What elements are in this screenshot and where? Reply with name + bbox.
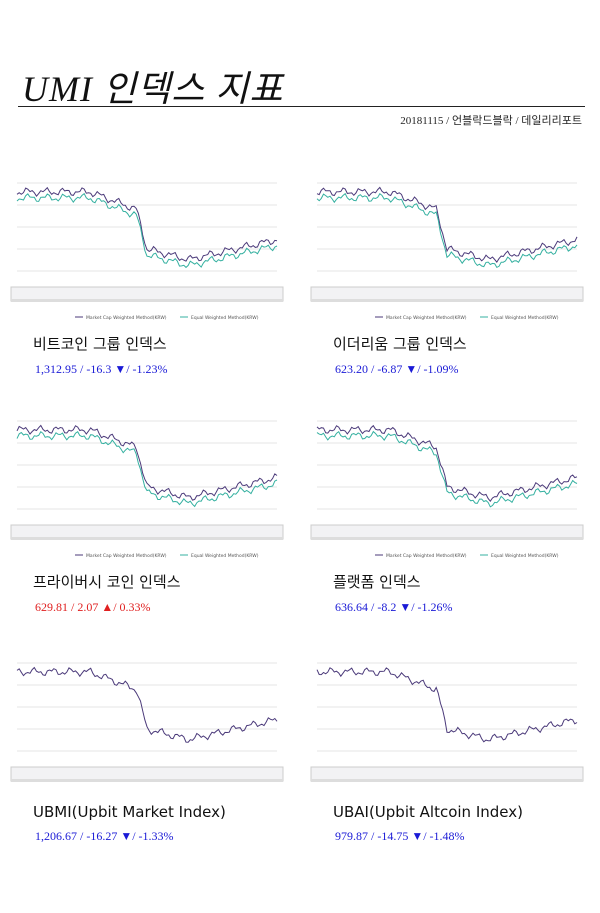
navigator-handle <box>11 299 283 302</box>
mini-chart: Market Cap Weighted Method(KRW) Equal Wei… <box>310 420 584 559</box>
legend-label: Equal Weighted Method(KRW) <box>191 315 259 321</box>
index-summary: 636.64 / -8.2 ▼/ -1.26% <box>335 600 453 614</box>
index-summary: 1,206.67 / -16.27 ▼/ -1.33% <box>35 829 174 843</box>
trend-line <box>16 430 278 508</box>
subtitle: 20181115 / 언블락드블락 / 데일리리포트 <box>400 115 582 127</box>
trend-line <box>16 666 278 743</box>
index-summary: 979.87 / -14.75 ▼/ -1.48% <box>335 829 465 843</box>
index-name: 프라이버시 코인 인덱스 <box>33 573 181 591</box>
navigator <box>10 766 284 782</box>
navigator-handle <box>11 779 283 782</box>
index-panel: Market Cap Weighted Method(KRW) Equal Wei… <box>305 413 595 615</box>
index-summary: 629.81 / 2.07 ▲/ 0.33% <box>35 600 151 614</box>
navigator-handle <box>311 299 583 302</box>
mini-chart: Market Cap Weighted Method(KRW) Equal Wei… <box>10 182 284 321</box>
legend-label: Equal Weighted Method(KRW) <box>491 553 559 559</box>
navigator-handle <box>11 537 283 540</box>
navigator <box>10 524 284 540</box>
index-name: UBMI(Upbit Market Index) <box>33 803 226 821</box>
legend-label: Market Cap Weighted Method(KRW) <box>86 315 167 321</box>
index-panel: Market Cap Weighted Method(KRW) Equal Wei… <box>5 175 295 377</box>
index-panel: Market Cap Weighted Method(KRW) Equal Wei… <box>5 413 295 615</box>
index-name: UBAI(Upbit Altcoin Index) <box>333 803 523 821</box>
index-summary: 623.20 / -6.87 ▼/ -1.09% <box>335 362 459 376</box>
index-name: 비트코인 그룹 인덱스 <box>33 335 167 353</box>
index-name: 플랫폼 인덱스 <box>333 573 421 591</box>
trend-line <box>316 192 578 269</box>
index-summary: 1,312.95 / -16.3 ▼/ -1.23% <box>35 362 168 376</box>
mini-chart <box>310 662 584 782</box>
navigator-handle <box>311 537 583 540</box>
divider <box>18 106 585 107</box>
navigator <box>310 524 584 540</box>
legend-label: Market Cap Weighted Method(KRW) <box>386 553 467 559</box>
trend-line <box>16 424 278 501</box>
page-title: UMI 인덱스 지표 <box>22 69 284 109</box>
index-panel: UBMI(Upbit Market Index) 1,206.67 / -16.2… <box>5 655 295 844</box>
mini-chart <box>10 662 284 782</box>
navigator <box>310 766 584 782</box>
legend-label: Market Cap Weighted Method(KRW) <box>386 315 467 321</box>
index-name: 이더리움 그룹 인덱스 <box>333 335 467 353</box>
trend-line <box>16 192 278 269</box>
trend-line <box>316 424 578 503</box>
mini-chart: Market Cap Weighted Method(KRW) Equal Wei… <box>310 182 584 321</box>
trend-line <box>16 186 278 262</box>
trend-line <box>316 186 578 263</box>
index-panel: UBAI(Upbit Altcoin Index) 979.87 / -14.75… <box>305 655 595 844</box>
legend-label: Equal Weighted Method(KRW) <box>491 315 559 321</box>
mini-chart: Market Cap Weighted Method(KRW) Equal Wei… <box>10 420 284 559</box>
legend-label: Market Cap Weighted Method(KRW) <box>86 553 167 559</box>
legend-label: Equal Weighted Method(KRW) <box>191 553 259 559</box>
trend-line <box>316 667 578 743</box>
index-panel: Market Cap Weighted Method(KRW) Equal Wei… <box>305 175 595 377</box>
navigator <box>310 286 584 302</box>
navigator-handle <box>311 779 583 782</box>
navigator <box>10 286 284 302</box>
trend-line <box>316 430 578 508</box>
